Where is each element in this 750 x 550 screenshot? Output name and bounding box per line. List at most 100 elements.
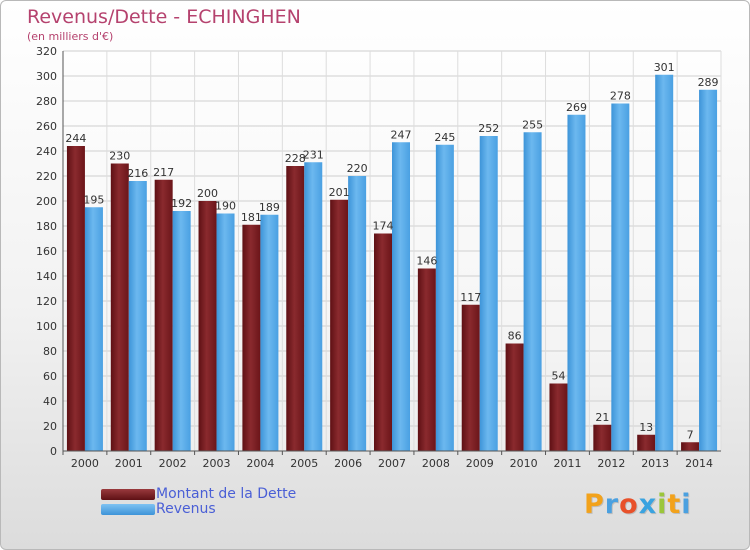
- bar-debt: [593, 424, 612, 451]
- logo-letter: P: [584, 489, 605, 520]
- bar-debt-value-label: 117: [460, 291, 481, 304]
- bar-debt-value-label: 7: [687, 428, 694, 441]
- logo-letter: t: [667, 489, 682, 520]
- logo-letter: o: [619, 489, 639, 520]
- x-tick-label: 2013: [641, 457, 669, 470]
- y-tick-label: 140: [36, 270, 57, 283]
- bar-debt-value-label: 181: [241, 211, 262, 224]
- bar-revenue-value-label: 278: [610, 90, 631, 103]
- bar-revenue-value-label: 252: [478, 122, 499, 135]
- bar-debt: [330, 199, 349, 451]
- bar-revenue-value-label: 269: [566, 101, 587, 114]
- x-tick-label: 2010: [510, 457, 538, 470]
- bar-revenue: [304, 162, 323, 451]
- x-tick-label: 2011: [553, 457, 581, 470]
- bar-debt: [505, 343, 524, 451]
- bar-debt: [66, 146, 85, 451]
- bar-debt: [461, 304, 480, 451]
- y-tick-label: 40: [43, 395, 57, 408]
- logo-letter: r: [604, 489, 620, 520]
- bar-debt: [417, 268, 436, 451]
- x-tick-label: 2001: [115, 457, 143, 470]
- bar-debt-value-label: 13: [639, 421, 653, 434]
- bar-debt: [374, 233, 392, 451]
- y-tick-label: 0: [50, 445, 57, 458]
- bar-debt-value-label: 21: [595, 411, 609, 424]
- y-tick-label: 240: [36, 145, 57, 158]
- bar-debt: [154, 179, 173, 451]
- bar-revenue-value-label: 189: [259, 201, 280, 214]
- y-tick-label: 180: [36, 220, 57, 233]
- bar-revenue-value-label: 220: [347, 162, 368, 175]
- bar-revenue-value-label: 247: [391, 128, 412, 141]
- bar-debt-value-label: 244: [65, 132, 86, 145]
- bar-revenue-value-label: 255: [522, 118, 543, 131]
- bar-debt-value-label: 86: [508, 330, 522, 343]
- y-tick-label: 220: [36, 170, 57, 183]
- bar-debt-value-label: 201: [329, 186, 350, 199]
- bar-revenue-value-label: 216: [127, 167, 148, 180]
- y-tick-label: 20: [43, 420, 57, 433]
- x-tick-label: 2000: [71, 457, 99, 470]
- legend-swatch-debt: [101, 489, 155, 500]
- bar-debt-value-label: 200: [197, 187, 218, 200]
- legend-swatch-revenue: [101, 504, 155, 515]
- bar-revenue-value-label: 289: [698, 76, 719, 89]
- x-tick-label: 2002: [159, 457, 187, 470]
- x-tick-label: 2006: [334, 457, 362, 470]
- bar-revenue-value-label: 301: [654, 61, 675, 74]
- bar-debt-value-label: 228: [285, 152, 306, 165]
- proxiti-logo: Proxiti: [584, 489, 692, 520]
- y-tick-label: 260: [36, 120, 57, 133]
- y-tick-label: 160: [36, 245, 57, 258]
- x-tick-label: 2004: [246, 457, 274, 470]
- bar-debt: [198, 201, 217, 451]
- bar-debt: [242, 224, 261, 451]
- y-tick-label: 60: [43, 370, 57, 383]
- bar-debt: [637, 434, 656, 451]
- chart-title: Revenus/Dette - ECHINGHEN: [27, 6, 301, 28]
- y-tick-label: 200: [36, 195, 57, 208]
- bar-revenue: [699, 89, 718, 451]
- y-tick-label: 300: [36, 70, 57, 83]
- bar-revenue: [84, 207, 103, 451]
- bar-revenue-value-label: 245: [434, 131, 455, 144]
- chart-subtitle: (en milliers d'€): [27, 30, 114, 43]
- logo-letter: i: [681, 489, 692, 520]
- bar-debt-value-label: 217: [153, 166, 174, 179]
- bar-revenue: [567, 114, 586, 451]
- bar-revenue: [128, 181, 147, 451]
- bar-debt: [549, 383, 568, 451]
- bar-revenue-value-label: 231: [303, 148, 324, 161]
- bar-revenue: [392, 142, 410, 451]
- bar-debt-value-label: 146: [416, 255, 437, 268]
- bar-debt: [286, 166, 305, 451]
- bar-debt: [681, 442, 700, 451]
- bar-debt-value-label: 230: [109, 150, 130, 163]
- bar-revenue: [348, 176, 367, 451]
- logo-letter: i: [657, 489, 668, 520]
- x-tick-label: 2009: [466, 457, 494, 470]
- legend-label-revenue: Revenus: [156, 501, 216, 517]
- bar-revenue: [523, 132, 542, 451]
- x-tick-label: 2014: [685, 457, 713, 470]
- bar-revenue: [611, 103, 630, 451]
- bar-revenue-value-label: 195: [83, 193, 104, 206]
- x-tick-label: 2007: [378, 457, 406, 470]
- x-tick-label: 2003: [203, 457, 231, 470]
- y-tick-label: 100: [36, 320, 57, 333]
- x-tick-label: 2005: [290, 457, 318, 470]
- x-tick-label: 2012: [597, 457, 625, 470]
- bar-revenue: [172, 211, 191, 451]
- bar-debt-value-label: 174: [373, 220, 394, 233]
- bar-debt-value-label: 54: [551, 370, 565, 383]
- bar-revenue: [655, 74, 674, 451]
- bar-revenue-value-label: 190: [215, 200, 236, 213]
- bar-revenue: [435, 144, 454, 451]
- legend-label-debt: Montant de la Dette: [156, 486, 297, 502]
- bar-revenue-value-label: 192: [171, 197, 192, 210]
- bar-debt: [110, 163, 129, 451]
- bar-revenue: [260, 214, 279, 451]
